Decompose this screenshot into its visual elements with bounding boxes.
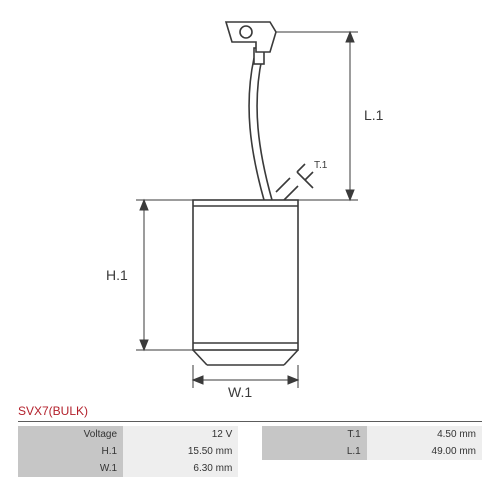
table-row: Voltage12 V T.14.50 mm [18,426,482,443]
spec-table: Voltage12 V T.14.50 mm H.115.50 mm L.149.00… [18,426,482,477]
gap [238,426,261,443]
divider [18,421,482,422]
technical-diagram: L.1 H.1 W.1 T.1 [18,10,482,400]
spec-label: Voltage [18,426,123,443]
dim-thickness-label: T.1 [314,160,328,171]
table-row: W.16.30 mm [18,460,482,477]
spec-label [262,460,367,477]
spec-value: 12 V [123,426,238,443]
spec-value: 49.00 mm [367,443,482,460]
spec-value: 6.30 mm [123,460,238,477]
spec-value: 4.50 mm [367,426,482,443]
dim-height-label: H.1 [106,267,128,283]
gap [238,443,261,460]
dim-length-label: L.1 [364,107,384,123]
spec-label: L.1 [262,443,367,460]
spec-label: H.1 [18,443,123,460]
table-row: H.115.50 mm L.149.00 mm [18,443,482,460]
dim-width-label: W.1 [228,384,252,400]
diagram-svg: L.1 H.1 W.1 T.1 [18,10,478,400]
spec-label: T.1 [262,426,367,443]
product-title: SVX7(BULK) [18,404,482,418]
spec-value [367,460,482,477]
gap [238,460,261,477]
footer: SVX7(BULK) Voltage12 VT.14.50 mmH.115.50… [18,404,482,477]
spec-value: 15.50 mm [123,443,238,460]
spec-label: W.1 [18,460,123,477]
page: L.1 H.1 W.1 T.1 SVX7(BUL [0,0,500,500]
